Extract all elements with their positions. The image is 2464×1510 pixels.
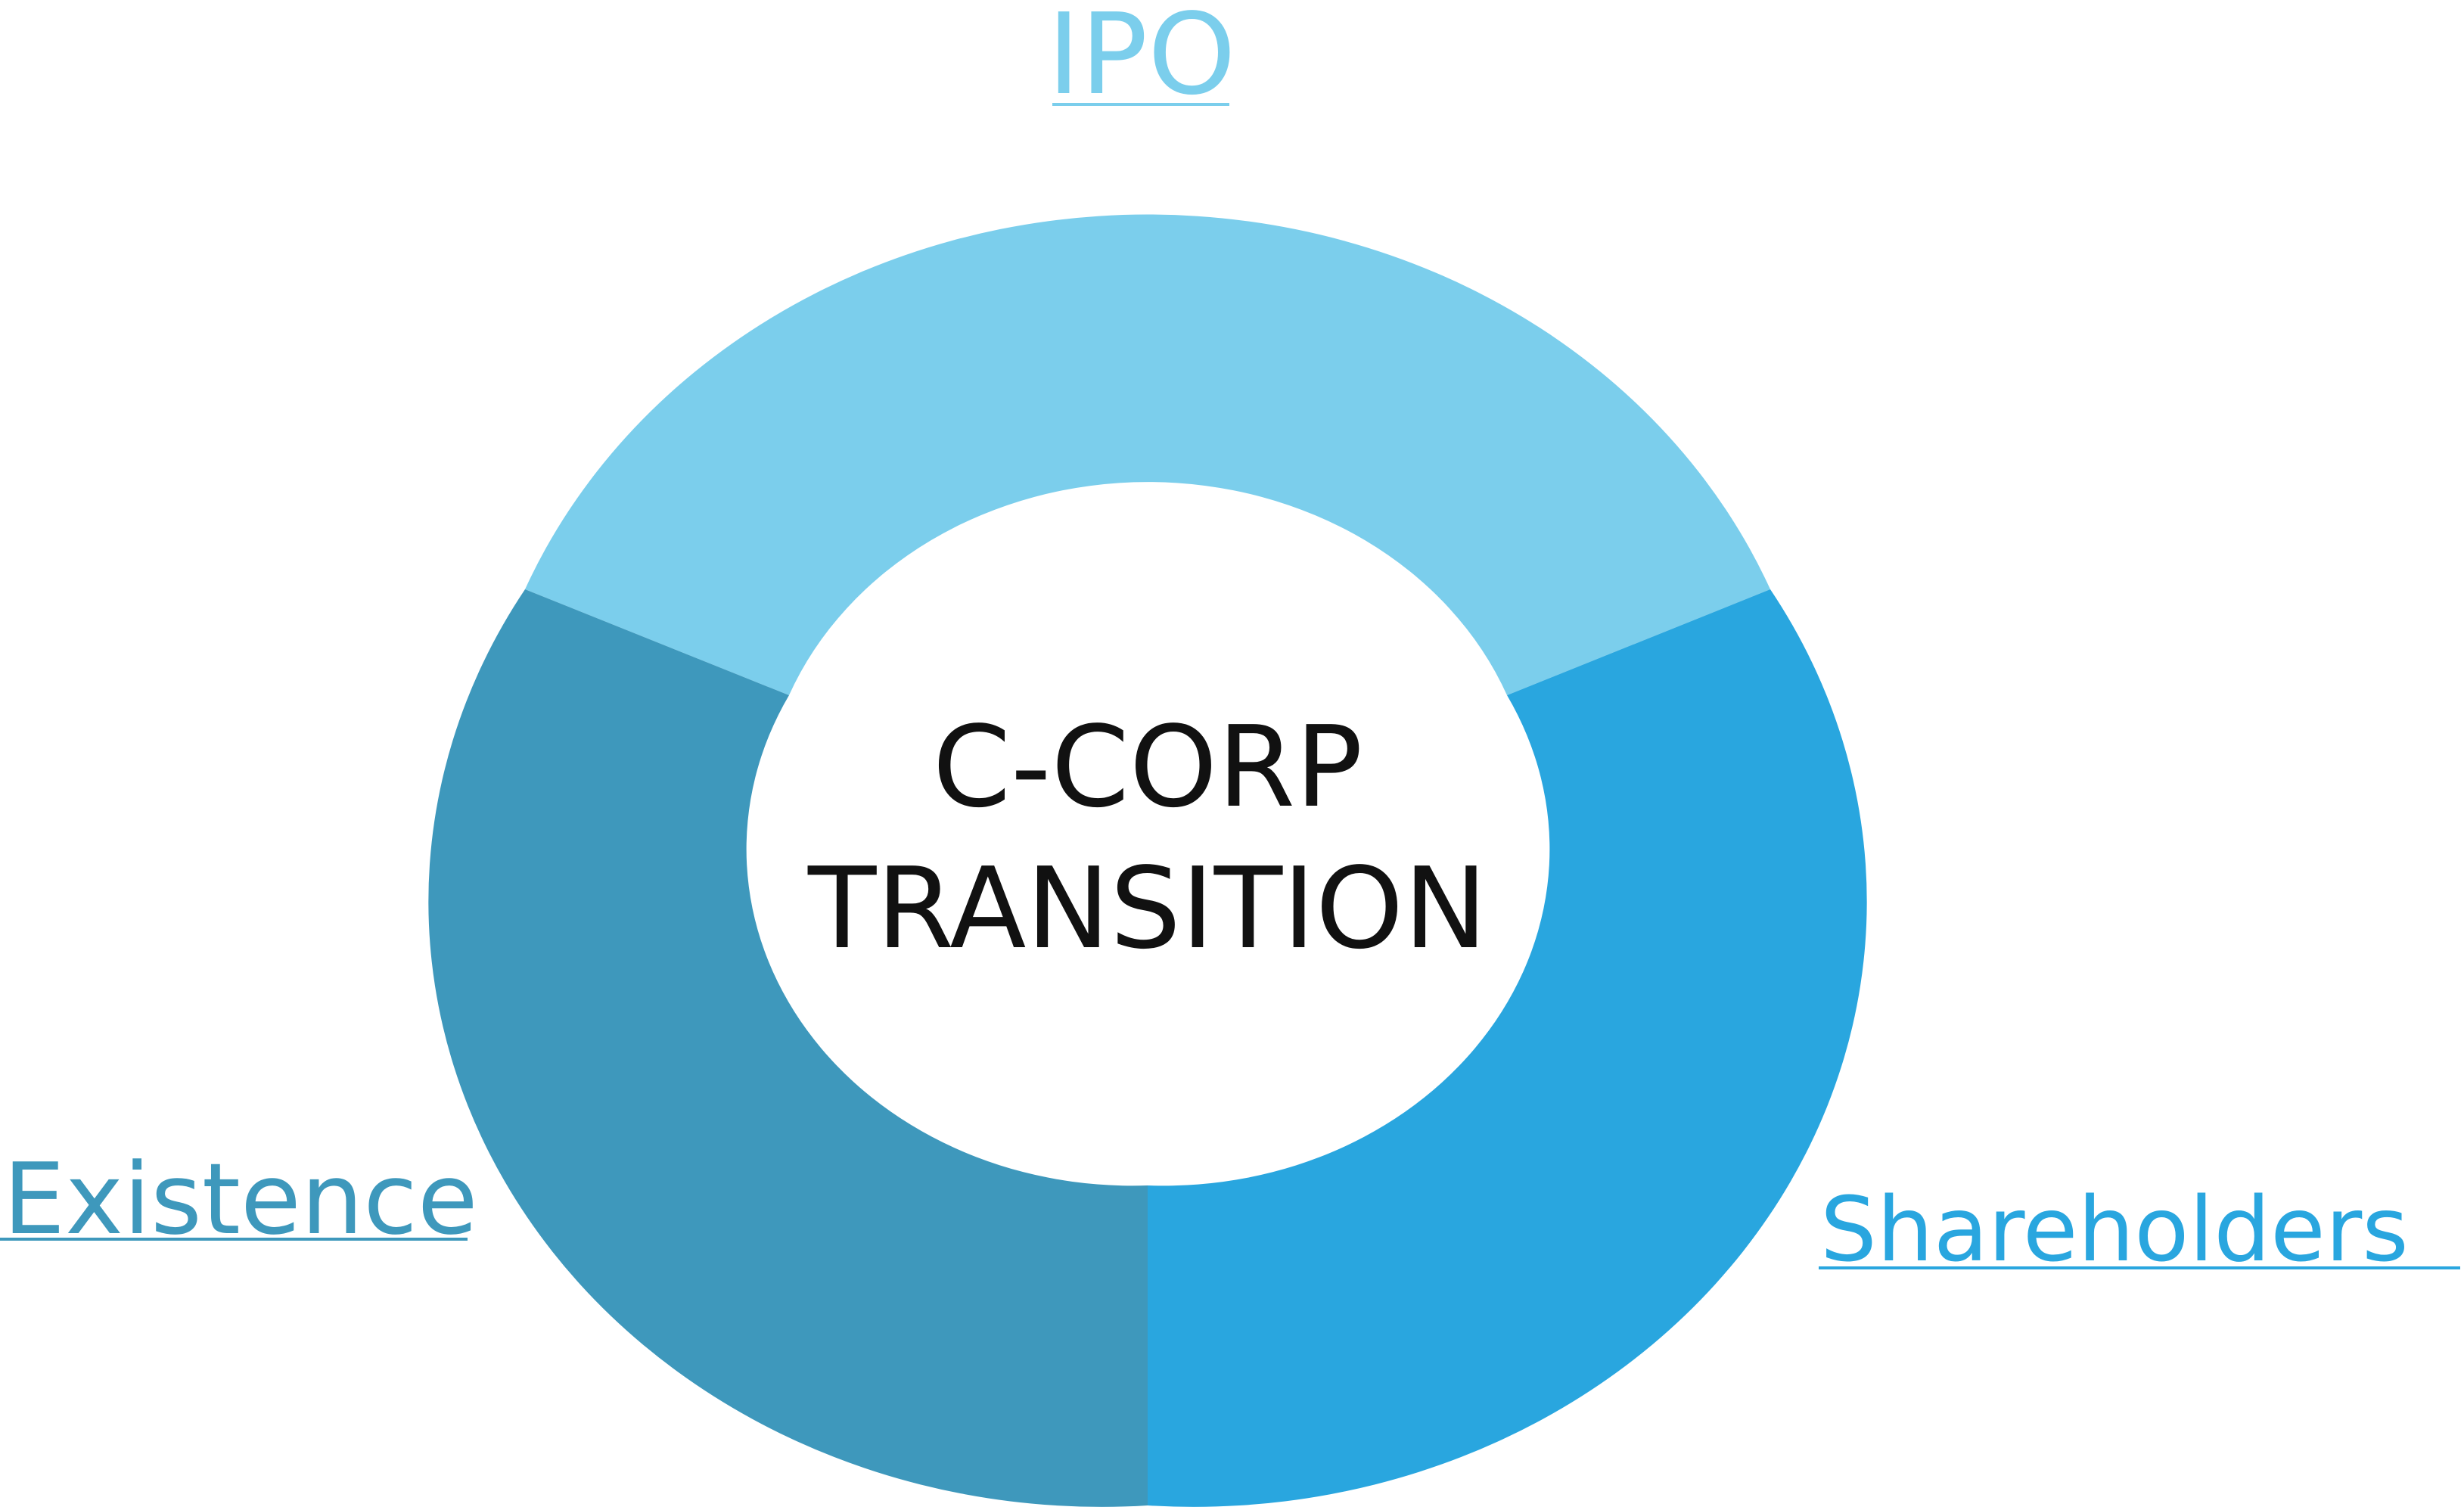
label-existence[interactable]: Existence [3, 1142, 478, 1257]
label-shareholders[interactable]: Shareholders [1820, 1177, 2409, 1282]
segment-shareholders [1148, 589, 1867, 1507]
center-title: C-CORP TRANSITION [807, 702, 1487, 974]
segment-ipo [525, 214, 1770, 695]
donut-ring [428, 214, 1867, 1507]
label-shareholders-group[interactable]: Shareholders [1819, 1177, 2460, 1282]
label-ipo[interactable]: IPO [1047, 0, 1235, 120]
donut-hole [762, 512, 1533, 1185]
label-ipo-group[interactable]: IPO [1047, 0, 1235, 120]
label-existence-group[interactable]: Existence [0, 1142, 478, 1257]
segment-existence [428, 589, 1148, 1507]
center-line-2: TRANSITION [807, 844, 1487, 974]
center-line-1: C-CORP [933, 702, 1363, 832]
